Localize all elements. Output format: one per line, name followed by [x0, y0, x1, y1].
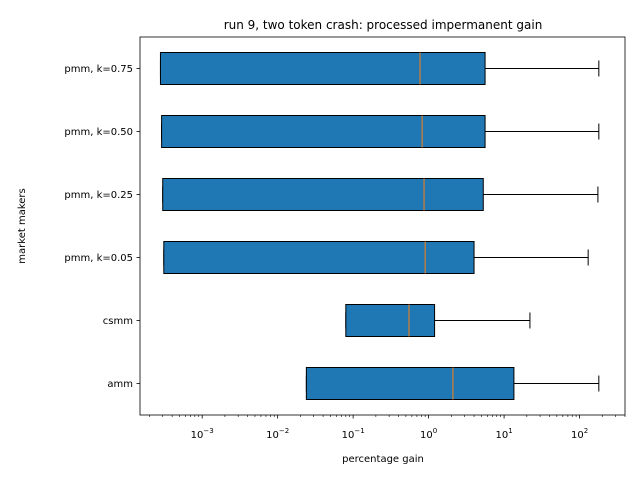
iqr-box: [163, 241, 475, 274]
x-tick-label: 10−2: [266, 427, 289, 441]
y-tick-label: pmm, k=0.50: [64, 127, 133, 138]
x-tick-label: 10−3: [191, 427, 214, 441]
x-tick-label: 102: [571, 427, 588, 441]
iqr-box: [159, 52, 486, 85]
iqr-box: [162, 178, 484, 211]
x-tick-label: 101: [495, 427, 512, 441]
chart-title: run 9, two token crash: processed imperm…: [224, 18, 543, 32]
box-group: [345, 304, 531, 337]
x-tick-label: 10−1: [342, 427, 365, 441]
iqr-box: [161, 115, 486, 148]
box-group: [159, 52, 600, 85]
y-tick-label: pmm, k=0.05: [64, 253, 133, 264]
y-tick-label: csmm: [103, 316, 133, 327]
box-group: [163, 241, 589, 274]
y-tick-label: pmm, k=0.25: [64, 190, 133, 201]
y-axis-label: market makers: [17, 188, 28, 263]
iqr-box: [305, 367, 515, 400]
y-tick-label: pmm, k=0.75: [64, 64, 133, 75]
box-group: [305, 367, 600, 400]
box-group: [162, 178, 599, 211]
iqr-box: [345, 304, 436, 337]
box-group: [161, 115, 600, 148]
x-axis-label: percentage gain: [342, 454, 424, 465]
plot-area: [159, 52, 600, 400]
axes-frame: [139, 36, 626, 416]
x-tick-label: 100: [420, 427, 437, 441]
y-tick-label: amm: [107, 379, 133, 390]
